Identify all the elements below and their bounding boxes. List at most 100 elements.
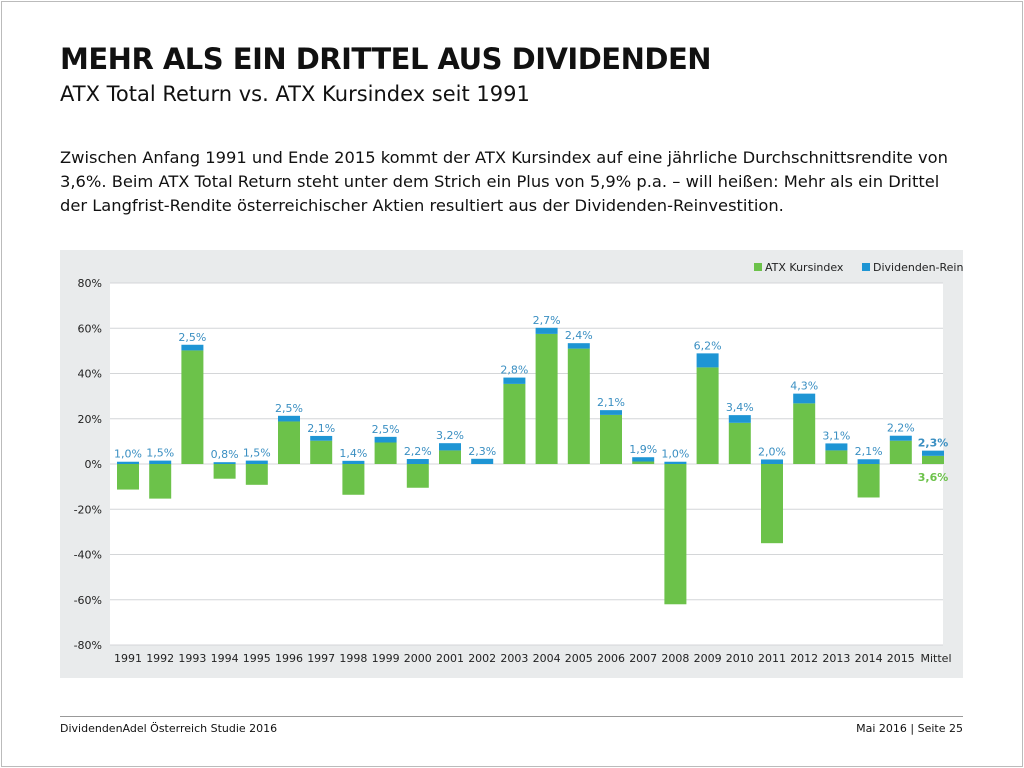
bar-chart: 80% 60% 40% 20% 0% -20% -40% -60% -80% 1,0% 1991 1,… [74, 261, 963, 665]
footer-study: DividendenAdel Österreich Studie 2016 [60, 722, 278, 735]
y-tick-label: -60% [74, 594, 102, 607]
x-tick-label: 2005 [565, 652, 593, 665]
x-tick-label: 2015 [887, 652, 915, 665]
bar-dividend [696, 353, 719, 368]
bar-dividend [535, 327, 558, 334]
x-tick-label: 2007 [629, 652, 657, 665]
bar-dividend [471, 458, 494, 464]
dividend-label: 2,4% [565, 329, 593, 342]
bar-kursindex [181, 350, 204, 464]
bar-kursindex [600, 414, 622, 464]
bar-dividend [439, 443, 461, 451]
y-tick-label: -40% [74, 549, 102, 562]
bar-dividend [761, 459, 783, 464]
dividend-label: 1,5% [243, 447, 271, 460]
legend-swatch-dividend [862, 263, 870, 271]
x-tick-label: 2008 [661, 652, 689, 665]
legend-label-dividend: Dividenden-Reinvestition [873, 261, 963, 274]
bar-kursindex [439, 450, 461, 464]
x-tick-label: 1997 [307, 652, 335, 665]
mean-kurs-label: 3,6% [918, 471, 949, 484]
bar-kursindex [342, 464, 365, 495]
x-tick-label: 2002 [468, 652, 496, 665]
bar-kursindex [696, 367, 719, 464]
dividend-label: 2,2% [404, 445, 432, 458]
bar-dividend [664, 461, 687, 464]
bar-kursindex [889, 440, 912, 464]
x-tick-label: 2001 [436, 652, 464, 665]
dividend-label: 2,0% [758, 445, 786, 458]
bar-kursindex [406, 464, 429, 488]
dividend-label: 2,5% [178, 331, 206, 344]
bar-dividend [793, 393, 816, 404]
x-tick-label: 2010 [726, 652, 754, 665]
bar-dividend [567, 343, 590, 349]
bar-kursindex [793, 403, 816, 464]
x-tick-label: 1993 [178, 652, 206, 665]
y-tick-label: 40% [78, 368, 102, 381]
x-tick-label: 2006 [597, 652, 625, 665]
dividend-label: 2,2% [887, 422, 915, 435]
bar-kursindex [857, 464, 880, 498]
dividend-label: 3,4% [726, 401, 754, 414]
bar-kursindex [117, 464, 139, 490]
bar-kursindex [213, 464, 236, 479]
bar-kursindex [374, 442, 397, 464]
bar-kursindex [149, 464, 172, 499]
x-tick-label: 1991 [114, 652, 142, 665]
legend-label-kursindex: ATX Kursindex [765, 261, 844, 274]
bar-kursindex [761, 464, 783, 544]
page-subtitle: ATX Total Return vs. ATX Kursindex seit … [60, 82, 530, 106]
dividend-label: 0,8% [211, 448, 239, 461]
x-tick-label: 1998 [339, 652, 367, 665]
bar-kursindex [278, 421, 300, 464]
legend-swatch-kursindex [754, 263, 762, 271]
dividend-label: 6,2% [694, 339, 722, 352]
bar-kursindex [825, 450, 848, 464]
y-tick-label: -20% [74, 503, 102, 516]
bar-kursindex [567, 348, 590, 464]
x-tick-label: 2009 [694, 652, 722, 665]
bar-dividend [374, 436, 397, 443]
x-tick-label: 1996 [275, 652, 303, 665]
dividend-label: 4,3% [790, 380, 818, 393]
y-tick-label: 20% [78, 413, 102, 426]
bar-dividend [825, 443, 848, 451]
intro-text: Zwischen Anfang 1991 und Ende 2015 kommt… [60, 148, 948, 215]
footer-page: Mai 2016 | Seite 25 [856, 722, 963, 735]
dividend-label: 1,4% [339, 447, 367, 460]
x-tick-label: Mittel [921, 652, 952, 665]
x-tick-label: 2000 [404, 652, 432, 665]
bar-dividend [213, 462, 236, 464]
dividend-label: 1,5% [146, 447, 174, 460]
dividend-label: 2,7% [533, 314, 561, 327]
y-tick-label: -80% [74, 639, 102, 652]
x-tick-label: 1994 [211, 652, 239, 665]
bar-dividend [600, 410, 622, 415]
y-tick-label: 0% [85, 458, 102, 471]
dividend-label: 2,3% [918, 437, 949, 450]
bar-kursindex [922, 455, 944, 464]
bar-dividend [632, 457, 655, 462]
x-tick-label: 1999 [372, 652, 400, 665]
bar-kursindex [503, 383, 526, 464]
dividend-label: 1,0% [661, 448, 689, 461]
bar-dividend [117, 461, 139, 464]
bar-dividend [857, 459, 880, 464]
bar-kursindex [245, 464, 268, 485]
bar-dividend [278, 415, 300, 422]
x-tick-label: 1992 [146, 652, 174, 665]
bar-dividend [245, 460, 268, 464]
bar-dividend [889, 435, 912, 441]
chart-panel: 80% 60% 40% 20% 0% -20% -40% -60% -80% 1,0% 1991 1,… [60, 250, 963, 678]
footer-divider [60, 716, 963, 717]
dividend-label: 2,5% [275, 402, 303, 415]
bar-kursindex [310, 440, 333, 464]
bar-kursindex [664, 464, 687, 605]
page-title: MEHR ALS EIN DRITTEL AUS DIVIDENDEN [60, 42, 712, 76]
dividend-label: 2,8% [500, 364, 528, 377]
dividend-label: 2,3% [468, 445, 496, 458]
bar-dividend [310, 435, 333, 441]
y-tick-label: 60% [78, 322, 102, 335]
